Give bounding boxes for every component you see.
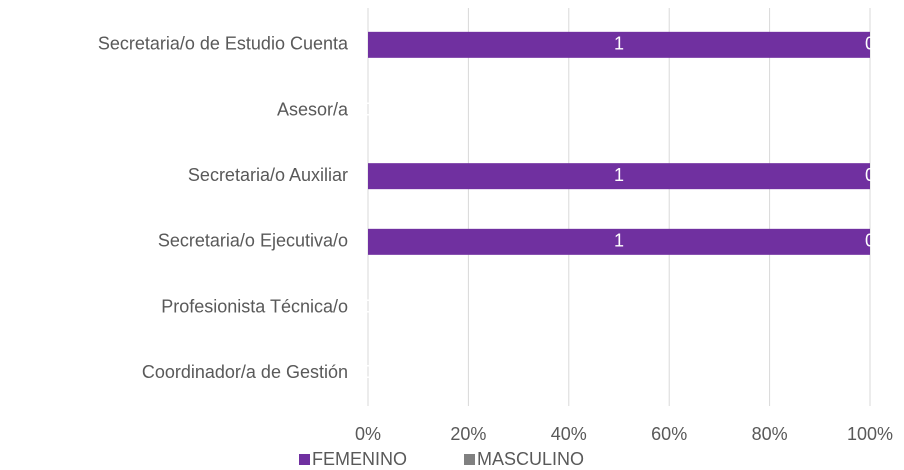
bar-segment <box>368 163 870 190</box>
category-label: Coordinador/a de Gestión <box>142 362 348 382</box>
category-label: Secretaria/o Auxiliar <box>188 165 348 185</box>
data-label: 0 <box>865 231 875 251</box>
legend-label: FEMENINO <box>312 449 407 469</box>
x-tick-label: 20% <box>450 424 486 444</box>
x-tick-label: 40% <box>551 424 587 444</box>
legend-swatch <box>299 454 310 465</box>
bar-segment <box>368 228 870 255</box>
x-tick-label: 80% <box>752 424 788 444</box>
category-label: Secretaria/o Ejecutiva/o <box>158 231 348 251</box>
legend-swatch <box>464 454 475 465</box>
x-tick-label: 60% <box>651 424 687 444</box>
category-label: Asesor/a <box>277 99 349 119</box>
bar-segment <box>368 31 870 58</box>
legend-label: MASCULINO <box>477 449 584 469</box>
x-tick-label: 100% <box>847 424 893 444</box>
data-label: 0 <box>865 34 875 54</box>
data-label: 0 <box>363 296 373 316</box>
data-label: 0 <box>865 165 875 185</box>
data-label: 1 <box>614 165 624 185</box>
data-label: 0 <box>363 99 373 119</box>
data-label: 0 <box>363 296 373 316</box>
data-label: 0 <box>363 99 373 119</box>
data-label: 0 <box>363 362 373 382</box>
data-label: 0 <box>363 362 373 382</box>
data-label: 1 <box>614 34 624 54</box>
x-tick-label: 0% <box>355 424 381 444</box>
category-label: Profesionista Técnica/o <box>161 296 348 316</box>
data-label: 1 <box>614 231 624 251</box>
category-label: Secretaria/o de Estudio Cuenta <box>98 34 349 54</box>
